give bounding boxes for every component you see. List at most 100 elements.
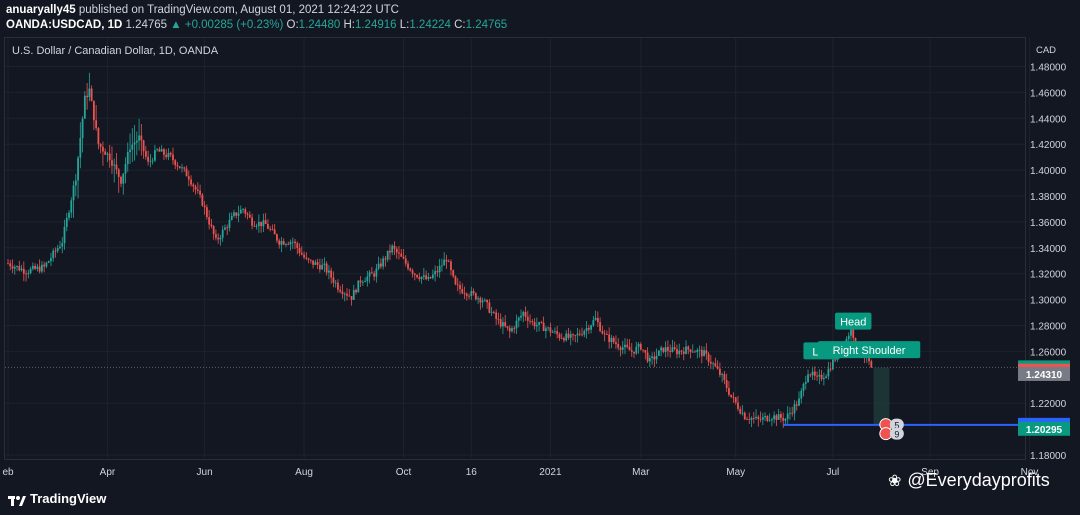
candle-body	[780, 414, 782, 419]
candle-body	[499, 319, 502, 327]
candle-body	[63, 226, 66, 244]
candle-body	[16, 266, 18, 267]
candle-body	[691, 351, 694, 353]
watermark: ❀ @Everydayprofits	[888, 470, 1050, 491]
candle-body	[138, 135, 140, 141]
candle-body	[86, 95, 88, 98]
candle-body	[339, 289, 342, 292]
candle-body	[741, 412, 744, 414]
candle-body	[407, 263, 409, 269]
candle-body	[809, 374, 812, 376]
high-label: H:	[343, 19, 355, 31]
candle-body	[348, 295, 351, 297]
candle-body	[515, 320, 518, 329]
candle-body	[117, 169, 120, 177]
symbol-label[interactable]: OANDA:USDCAD, 1D	[6, 19, 123, 31]
candle-body	[474, 293, 477, 300]
x-tick-label: Nov	[1021, 467, 1039, 478]
candle-body	[784, 418, 787, 421]
candle-body	[34, 265, 37, 269]
candle-body	[576, 333, 579, 336]
candle-body	[364, 281, 366, 283]
candle-body	[95, 120, 98, 129]
candle-body	[294, 241, 296, 244]
chart-title: U.S. Dollar / Canadian Dollar, 1D, OANDA	[12, 45, 219, 57]
x-tick-label: Jul	[827, 467, 840, 478]
candle-body	[721, 374, 724, 375]
candle-body	[27, 273, 30, 275]
candle-body	[312, 260, 314, 265]
candle-body	[212, 226, 215, 235]
candle-body	[386, 250, 389, 260]
candle-body	[104, 151, 107, 155]
candle-body	[517, 317, 520, 321]
low-label: L:	[399, 19, 410, 31]
candle-body	[653, 356, 656, 360]
candle-body	[438, 265, 441, 273]
candle-body	[400, 253, 403, 257]
candle-body	[398, 252, 400, 254]
candle-body	[72, 185, 75, 201]
y-tick-label: 1.22000	[1030, 399, 1067, 410]
candle-body	[131, 144, 134, 150]
candle-body	[850, 327, 852, 336]
candle-body	[43, 264, 46, 267]
candle-body	[434, 271, 437, 275]
candle-body	[775, 415, 778, 420]
chart-header: anuaryally45 published on TradingView.co…	[0, 0, 1080, 37]
author-name[interactable]: anuaryally45	[6, 4, 76, 16]
candle-body	[694, 351, 696, 353]
high-value: 1.24916	[354, 19, 397, 31]
candle-body	[165, 154, 168, 158]
candle-body	[852, 327, 855, 339]
candle-body	[380, 263, 382, 267]
candle-body	[402, 256, 405, 259]
candle-body	[262, 220, 265, 227]
candle-body	[542, 322, 545, 331]
candle-body	[47, 261, 50, 263]
tradingview-logo[interactable]: TradingView	[8, 491, 106, 506]
candle-body	[425, 275, 427, 280]
candle-body	[303, 254, 305, 258]
candle-body	[827, 368, 830, 377]
candle-body	[795, 404, 798, 406]
candle-body	[99, 144, 102, 147]
candle-body	[477, 298, 479, 300]
candle-body	[759, 418, 762, 420]
pattern-label-bg	[817, 341, 921, 359]
candle-body	[115, 164, 118, 170]
candle-body	[169, 152, 172, 155]
candle-body	[755, 416, 757, 419]
candle-body	[61, 243, 64, 247]
candle-body	[160, 149, 163, 152]
candle-body	[648, 358, 651, 362]
candle-body	[307, 258, 310, 260]
candle-body	[472, 291, 475, 294]
candle-body	[800, 390, 803, 399]
candle-body	[601, 331, 604, 334]
candle-body	[355, 289, 357, 293]
candle-body	[359, 280, 362, 283]
candle-body	[389, 250, 391, 253]
candle-body	[822, 378, 825, 380]
candle-body	[194, 186, 197, 190]
candle-body	[594, 317, 597, 321]
candles	[7, 72, 873, 428]
target-projection-box	[873, 367, 890, 425]
candle-body	[511, 328, 513, 332]
watermark-text: @Everydayprofits	[907, 470, 1050, 490]
candle-body	[461, 289, 464, 294]
chart-pane[interactable]	[4, 37, 1026, 460]
candle-body	[68, 212, 70, 218]
candle-body	[633, 351, 635, 354]
candlestick-chart[interactable]: 59LeftHeadRight ShoulderCAD1.480001.4600…	[0, 0, 1080, 485]
candle-body	[201, 194, 204, 206]
candle-body	[590, 325, 592, 330]
candle-body	[38, 266, 41, 272]
candle-body	[619, 347, 622, 350]
candle-body	[712, 363, 715, 365]
candle-body	[508, 327, 511, 332]
candle-body	[314, 262, 317, 265]
candle-body	[373, 273, 376, 277]
candle-body	[626, 344, 629, 347]
